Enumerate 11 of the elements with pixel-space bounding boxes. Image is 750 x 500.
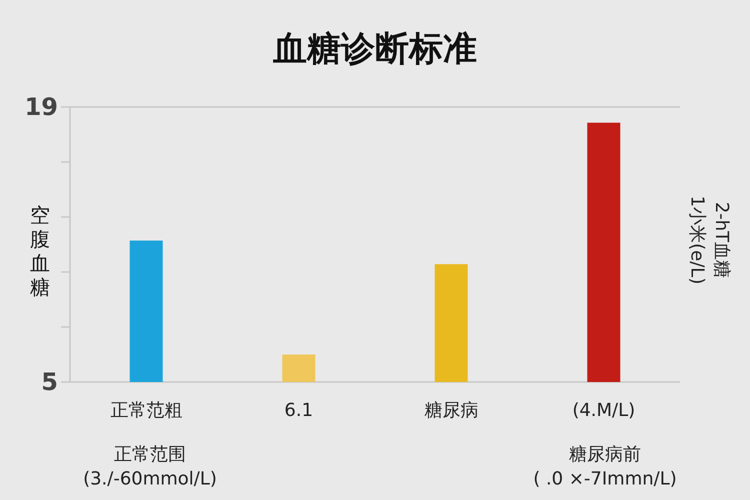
y-tick-label: 5 xyxy=(41,368,58,396)
chart-title: 血糖诊断标准 xyxy=(272,29,477,69)
y2-axis-title: 2-hT血糖 1小米(e/L) xyxy=(686,196,732,284)
x-tick-label: 正常范粗 xyxy=(110,400,182,421)
y-axis-title: 空腹血糖 xyxy=(30,203,50,299)
x-tick-label: 糖尿病 xyxy=(424,400,478,421)
x-tick-label: (4.M/L) xyxy=(572,400,636,421)
text: 正常范围 (3./-60mmol/L) xyxy=(83,444,217,490)
y-tick-label: 19 xyxy=(24,93,58,121)
text: 糖尿病前 ( .0 ×-7Immn/L) xyxy=(533,444,677,490)
x-tick-label: 6.1 xyxy=(284,400,314,421)
